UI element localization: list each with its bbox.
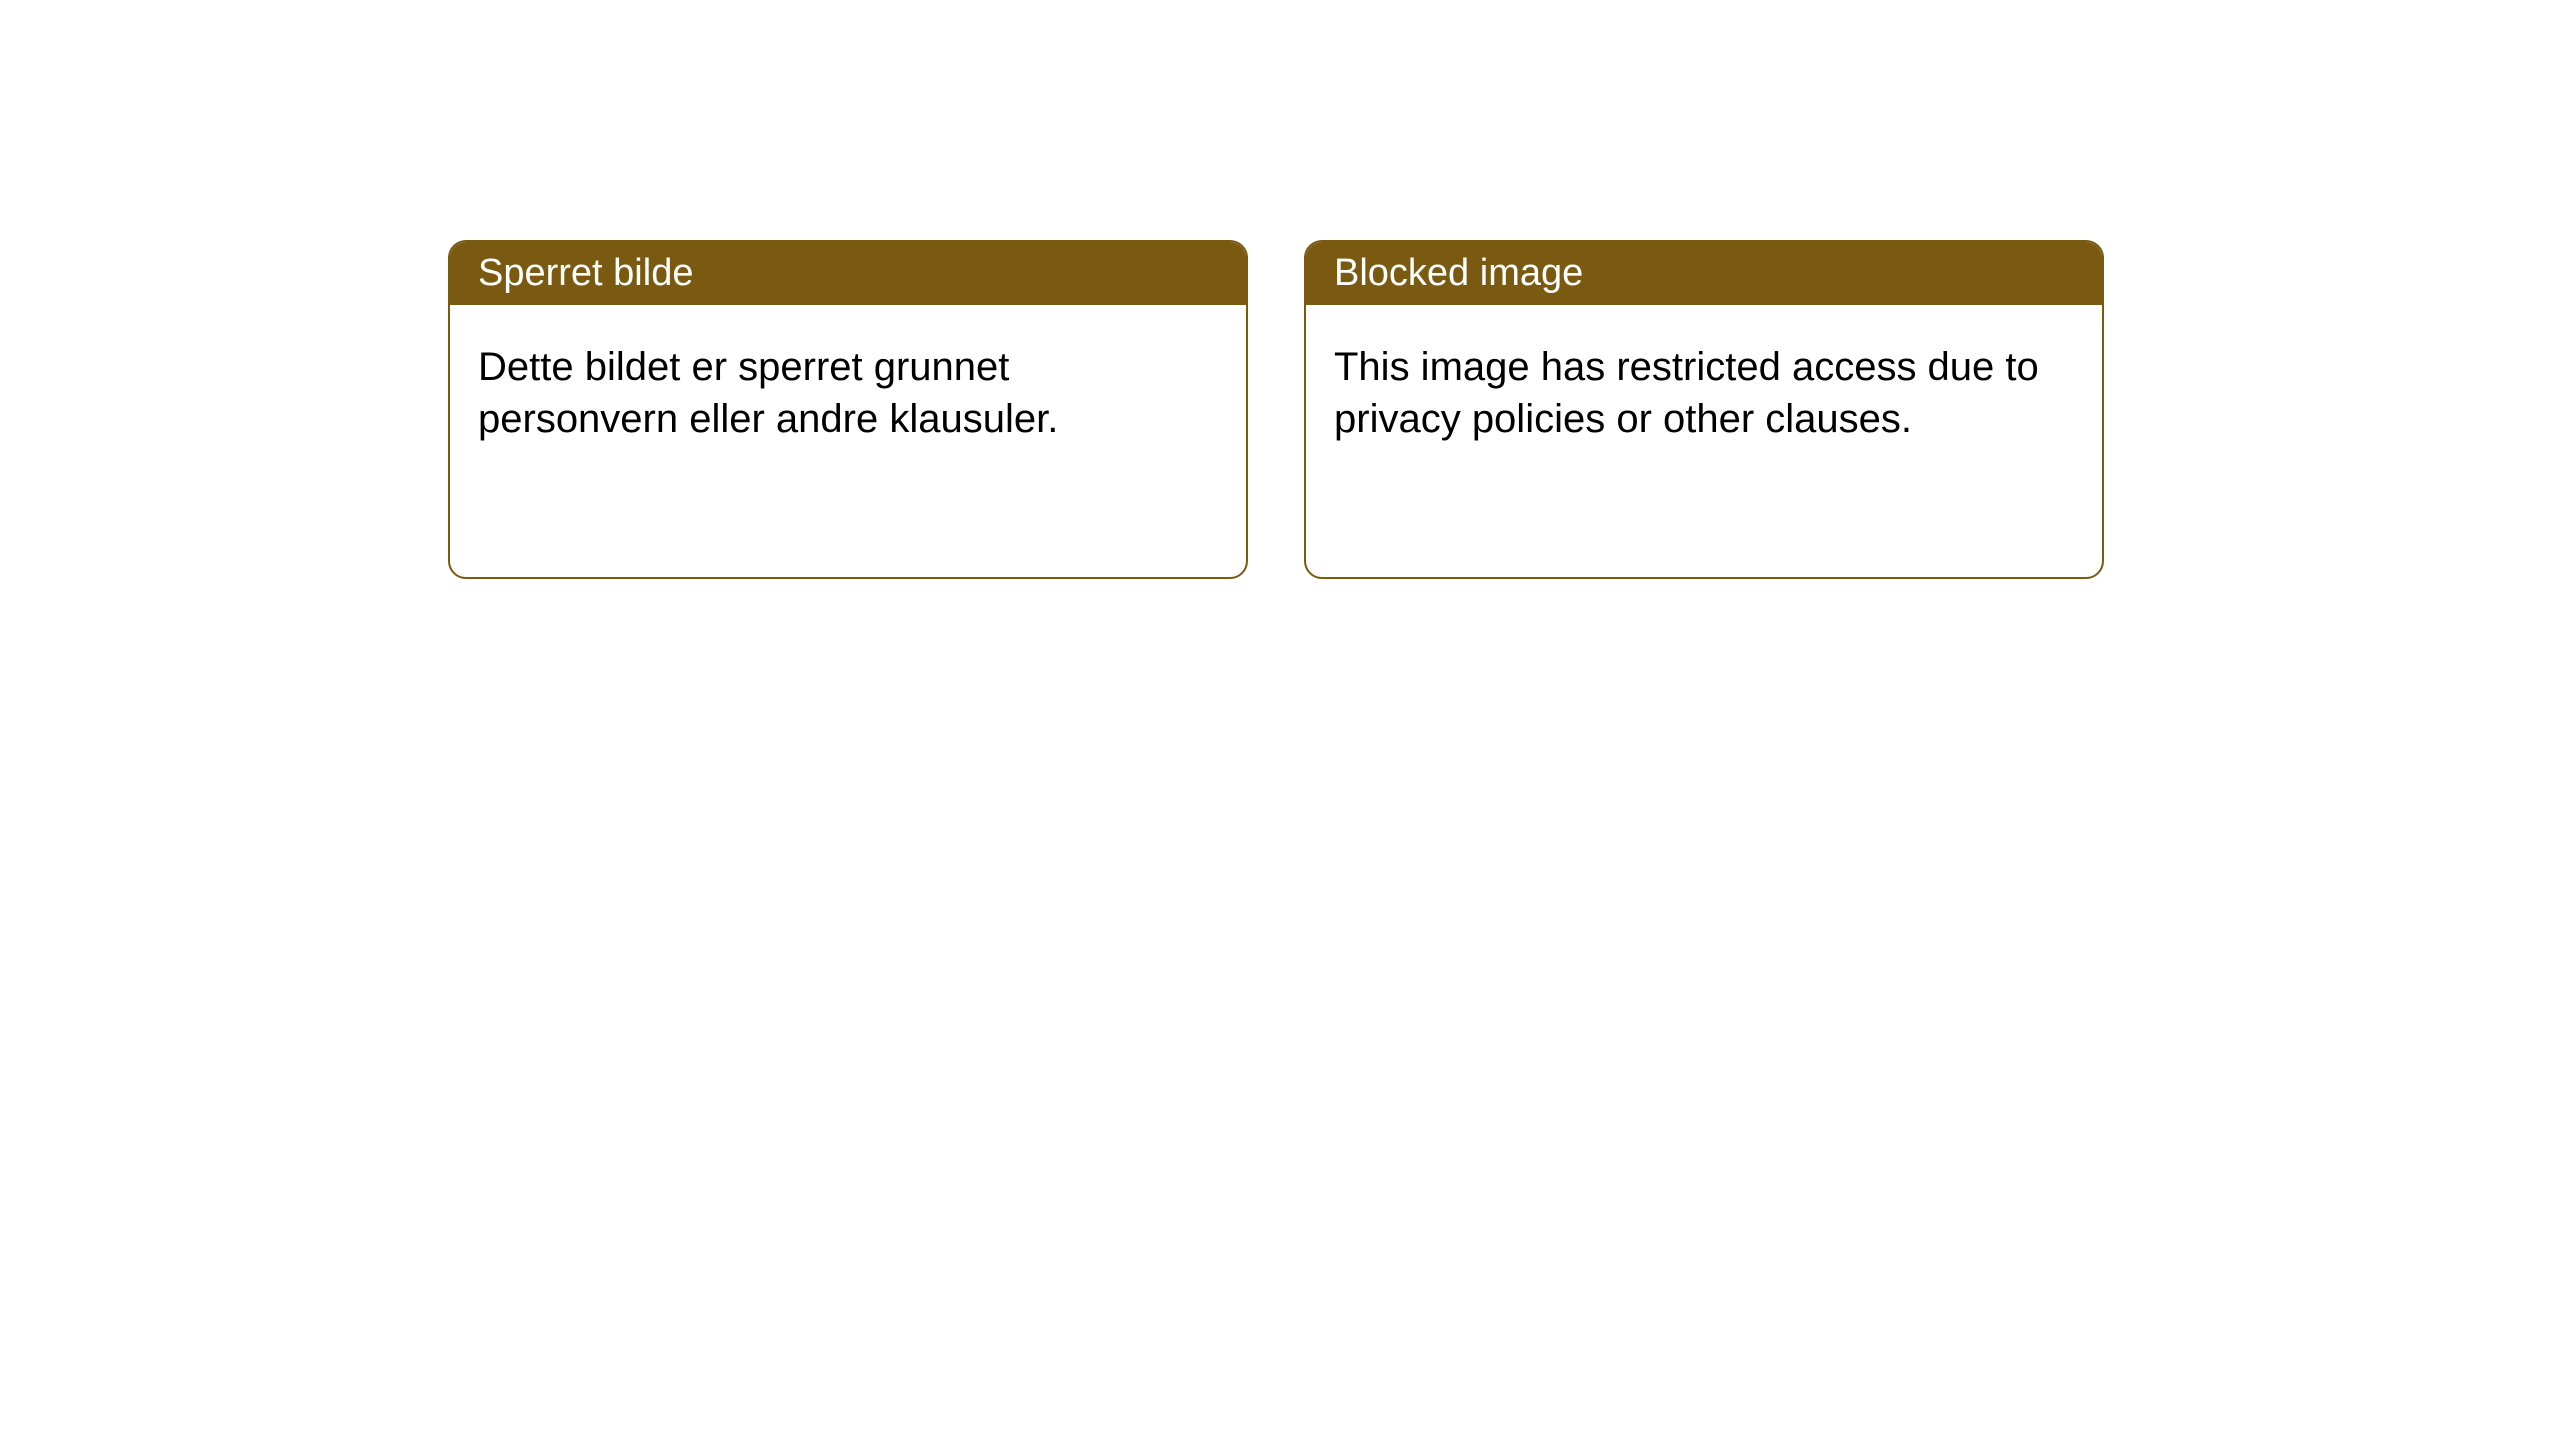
card-message-no: Dette bildet er sperret grunnet personve…	[478, 341, 1218, 445]
blocked-image-card-no: Sperret bilde Dette bildet er sperret gr…	[448, 240, 1248, 579]
card-header-en: Blocked image	[1306, 242, 2102, 305]
card-body-no: Dette bildet er sperret grunnet personve…	[450, 305, 1246, 577]
card-header-no: Sperret bilde	[450, 242, 1246, 305]
card-title-no: Sperret bilde	[478, 252, 693, 294]
card-body-en: This image has restricted access due to …	[1306, 305, 2102, 577]
card-title-en: Blocked image	[1334, 252, 1583, 294]
notice-container: Sperret bilde Dette bildet er sperret gr…	[448, 240, 2104, 579]
blocked-image-card-en: Blocked image This image has restricted …	[1304, 240, 2104, 579]
card-message-en: This image has restricted access due to …	[1334, 341, 2074, 445]
